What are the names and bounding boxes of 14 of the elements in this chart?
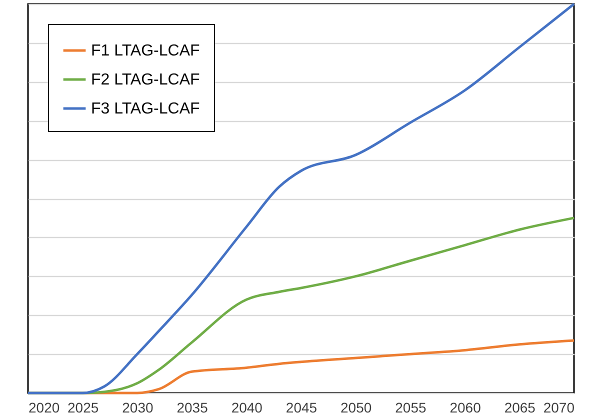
x-tick-label: 2050 [340, 400, 372, 416]
x-tick-label: 2025 [68, 400, 99, 416]
x-tick-label: 2045 [286, 400, 318, 416]
x-tick-label: 2020 [28, 400, 60, 416]
x-tick-label: 2065 [504, 400, 536, 416]
legend-label: F2 LTAG-LCAF [91, 72, 200, 88]
legend-label: F3 LTAG-LCAF [91, 100, 200, 118]
x-tick-label: 2040 [231, 400, 263, 416]
x-tick-label: 2060 [450, 400, 482, 416]
x-tick-label: 2070 [543, 400, 575, 416]
x-tick-label: 2055 [395, 400, 426, 416]
legend-label: F1 LTAG-LCAF [91, 42, 200, 60]
x-tick-label: 2030 [122, 400, 154, 416]
x-tick-label: 2035 [176, 400, 208, 416]
